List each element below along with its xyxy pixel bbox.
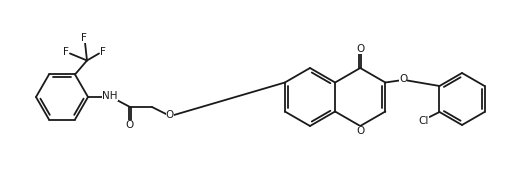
Text: F: F [63,48,69,57]
Text: F: F [100,48,106,57]
Text: O: O [356,126,364,136]
Text: Cl: Cl [418,116,429,126]
Text: O: O [356,44,364,54]
Text: O: O [166,110,174,120]
Text: O: O [399,74,408,85]
Text: O: O [126,120,134,130]
Text: F: F [81,34,87,43]
Text: NH: NH [102,91,118,101]
